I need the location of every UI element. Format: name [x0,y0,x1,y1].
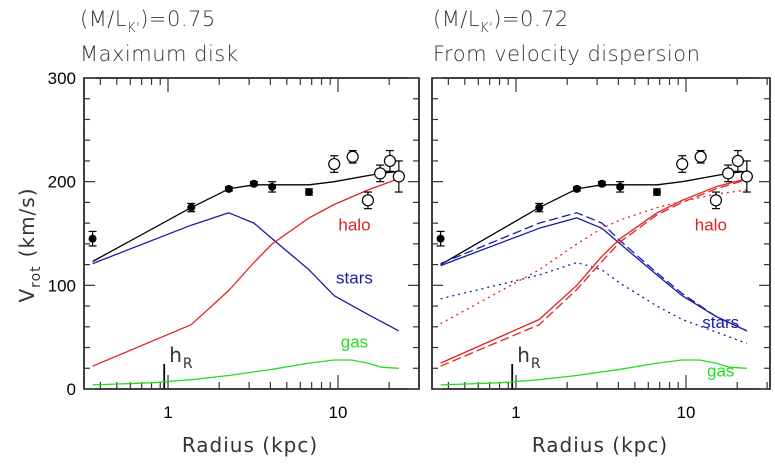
left-data-point-filled [249,179,258,188]
left-title-line2: Maximum disk [80,42,238,66]
right-series-stars-dashed [440,212,748,332]
ytick-label: 300 [48,69,76,88]
left-series-halo [92,177,400,367]
left-data-point-open [328,157,341,171]
right-label-gas: gas [707,362,734,381]
right-data-point-filled [616,182,625,191]
right-label-halo: halo [695,215,727,234]
left-data-point-filled [304,188,313,197]
right-data-point-filled [652,188,661,197]
right-x-axis-label: Radius (kpc) [532,433,668,457]
right-data-point-open [731,154,745,168]
left-x-axis-label: Radius (kpc) [182,433,318,457]
right-series-halo-dashed [440,178,747,367]
left-xtick-label: 10 [329,403,348,422]
right-data-point-open [676,157,689,171]
right-data-point-filled [597,179,606,188]
right-xtick-label: 1 [511,403,520,422]
right-data-point-filled [436,234,445,243]
right-data-point-open [740,170,753,183]
right-panel: 1 10 hR halo stars gas [431,77,771,422]
ytick-label: 0 [67,380,76,399]
left-data-point-open [346,150,359,163]
left-data-point-open [374,167,387,180]
y-axis-label: Vrot(km/s) [15,187,44,302]
left-label-gas: gas [341,333,368,352]
right-data-point-open [694,150,707,163]
right-data-point-open [709,194,723,207]
right-series-stars-dotted [440,261,748,345]
right-plot-frame [431,77,771,390]
ytick-label: 200 [48,173,76,192]
left-data-point-filled [268,182,277,191]
left-label-stars: stars [336,268,373,287]
right-series-stars [440,217,748,332]
left-plot-frame [83,77,420,390]
right-series-halo-dotted [440,189,747,325]
left-data-point-open [392,170,405,183]
right-data-point-open [722,167,735,180]
right-xtick-label: 10 [677,403,696,422]
right-data-point-filled [572,184,581,193]
left-hR-label: hR [169,343,193,372]
right-series-halo [440,177,747,364]
left-series-gas [92,359,399,386]
ytick-label: 100 [48,276,76,295]
left-label-halo: halo [338,215,370,234]
right-series-gas [440,359,747,386]
right-label-stars: stars [702,313,739,332]
left-xtick-label: 1 [163,403,172,422]
right-hR-label: hR [517,343,541,372]
left-series-stars [92,212,400,332]
left-data-point-open [383,154,397,168]
left-data-point-filled [88,234,97,243]
right-data-point-filled [535,203,544,212]
left-data-point-open [361,194,375,207]
right-title-line2: From velocity dispersion [433,42,700,66]
right-title-line1: (M/LK')=0.72 [433,7,569,36]
left-title-line1: (M/LK')=0.75 [80,7,216,36]
left-data-point-filled [224,184,233,193]
left-data-point-filled [187,203,196,212]
